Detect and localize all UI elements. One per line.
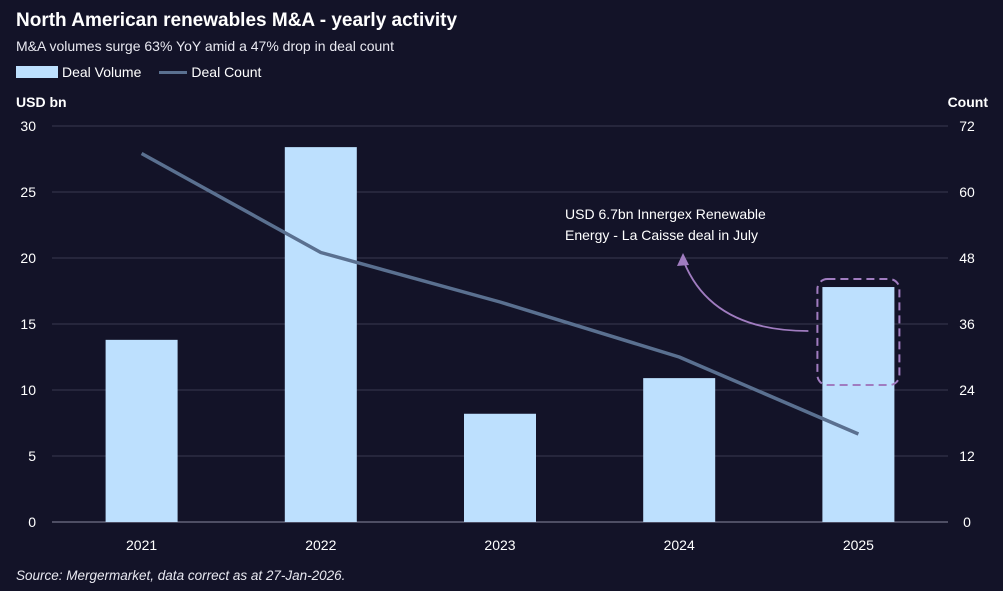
- y-left-tick-label: 0: [28, 514, 36, 530]
- y-right-tick-label: 36: [959, 316, 975, 332]
- y-left-axis-label: USD bn: [16, 94, 67, 110]
- legend-label: Deal Volume: [62, 64, 142, 80]
- chart-subtitle: M&A volumes surge 63% YoY amid a 47% dro…: [16, 38, 394, 54]
- annotation-text: USD 6.7bn Innergex Renewable: [565, 206, 766, 222]
- annotation-arrowhead-icon: [677, 253, 689, 266]
- annotation-highlight-box: [816, 278, 901, 387]
- annotation-arrow: [683, 261, 809, 332]
- x-tick-label: 2024: [664, 537, 695, 553]
- y-right-tick-label: 72: [959, 118, 975, 134]
- bar-2025: [822, 287, 895, 522]
- bar-2024: [643, 378, 716, 522]
- y-right-tick-label: 48: [959, 250, 975, 266]
- y-left-tick-label: 25: [20, 184, 36, 200]
- y-right-tick-label: 24: [959, 382, 975, 398]
- legend-swatch-line: [159, 70, 188, 74]
- annotation-text: Energy - La Caisse deal in July: [565, 227, 758, 243]
- y-left-tick-label: 20: [20, 250, 36, 266]
- y-left-tick-label: 15: [20, 316, 36, 332]
- source-note: Source: Mergermarket, data correct as at…: [16, 568, 346, 583]
- legend-item-deal-count: Deal Count: [159, 64, 261, 80]
- y-right-tick-label: 0: [963, 514, 971, 530]
- x-tick-label: 2022: [305, 537, 336, 553]
- x-tick-label: 2025: [843, 537, 874, 553]
- x-tick-label: 2021: [126, 537, 157, 553]
- bar-2022: [284, 147, 357, 522]
- y-left-tick-label: 10: [20, 382, 36, 398]
- chart-title: North American renewables M&A - yearly a…: [16, 10, 458, 31]
- y-left-tick-label: 30: [20, 118, 36, 134]
- x-tick-label: 2023: [484, 537, 515, 553]
- legend-swatch-bar: [16, 66, 58, 78]
- legend-item-deal-volume: Deal Volume: [16, 64, 141, 80]
- bar-2021: [105, 339, 178, 522]
- bar-2023: [464, 413, 536, 522]
- y-left-tick-label: 5: [28, 448, 36, 464]
- legend: Deal Volume Deal Count: [16, 64, 261, 80]
- y-right-tick-label: 12: [959, 448, 975, 464]
- y-right-axis-label: Count: [948, 94, 989, 110]
- line-deal-count: [140, 151, 860, 436]
- y-right-tick-label: 60: [959, 184, 975, 200]
- legend-label: Deal Count: [191, 64, 262, 80]
